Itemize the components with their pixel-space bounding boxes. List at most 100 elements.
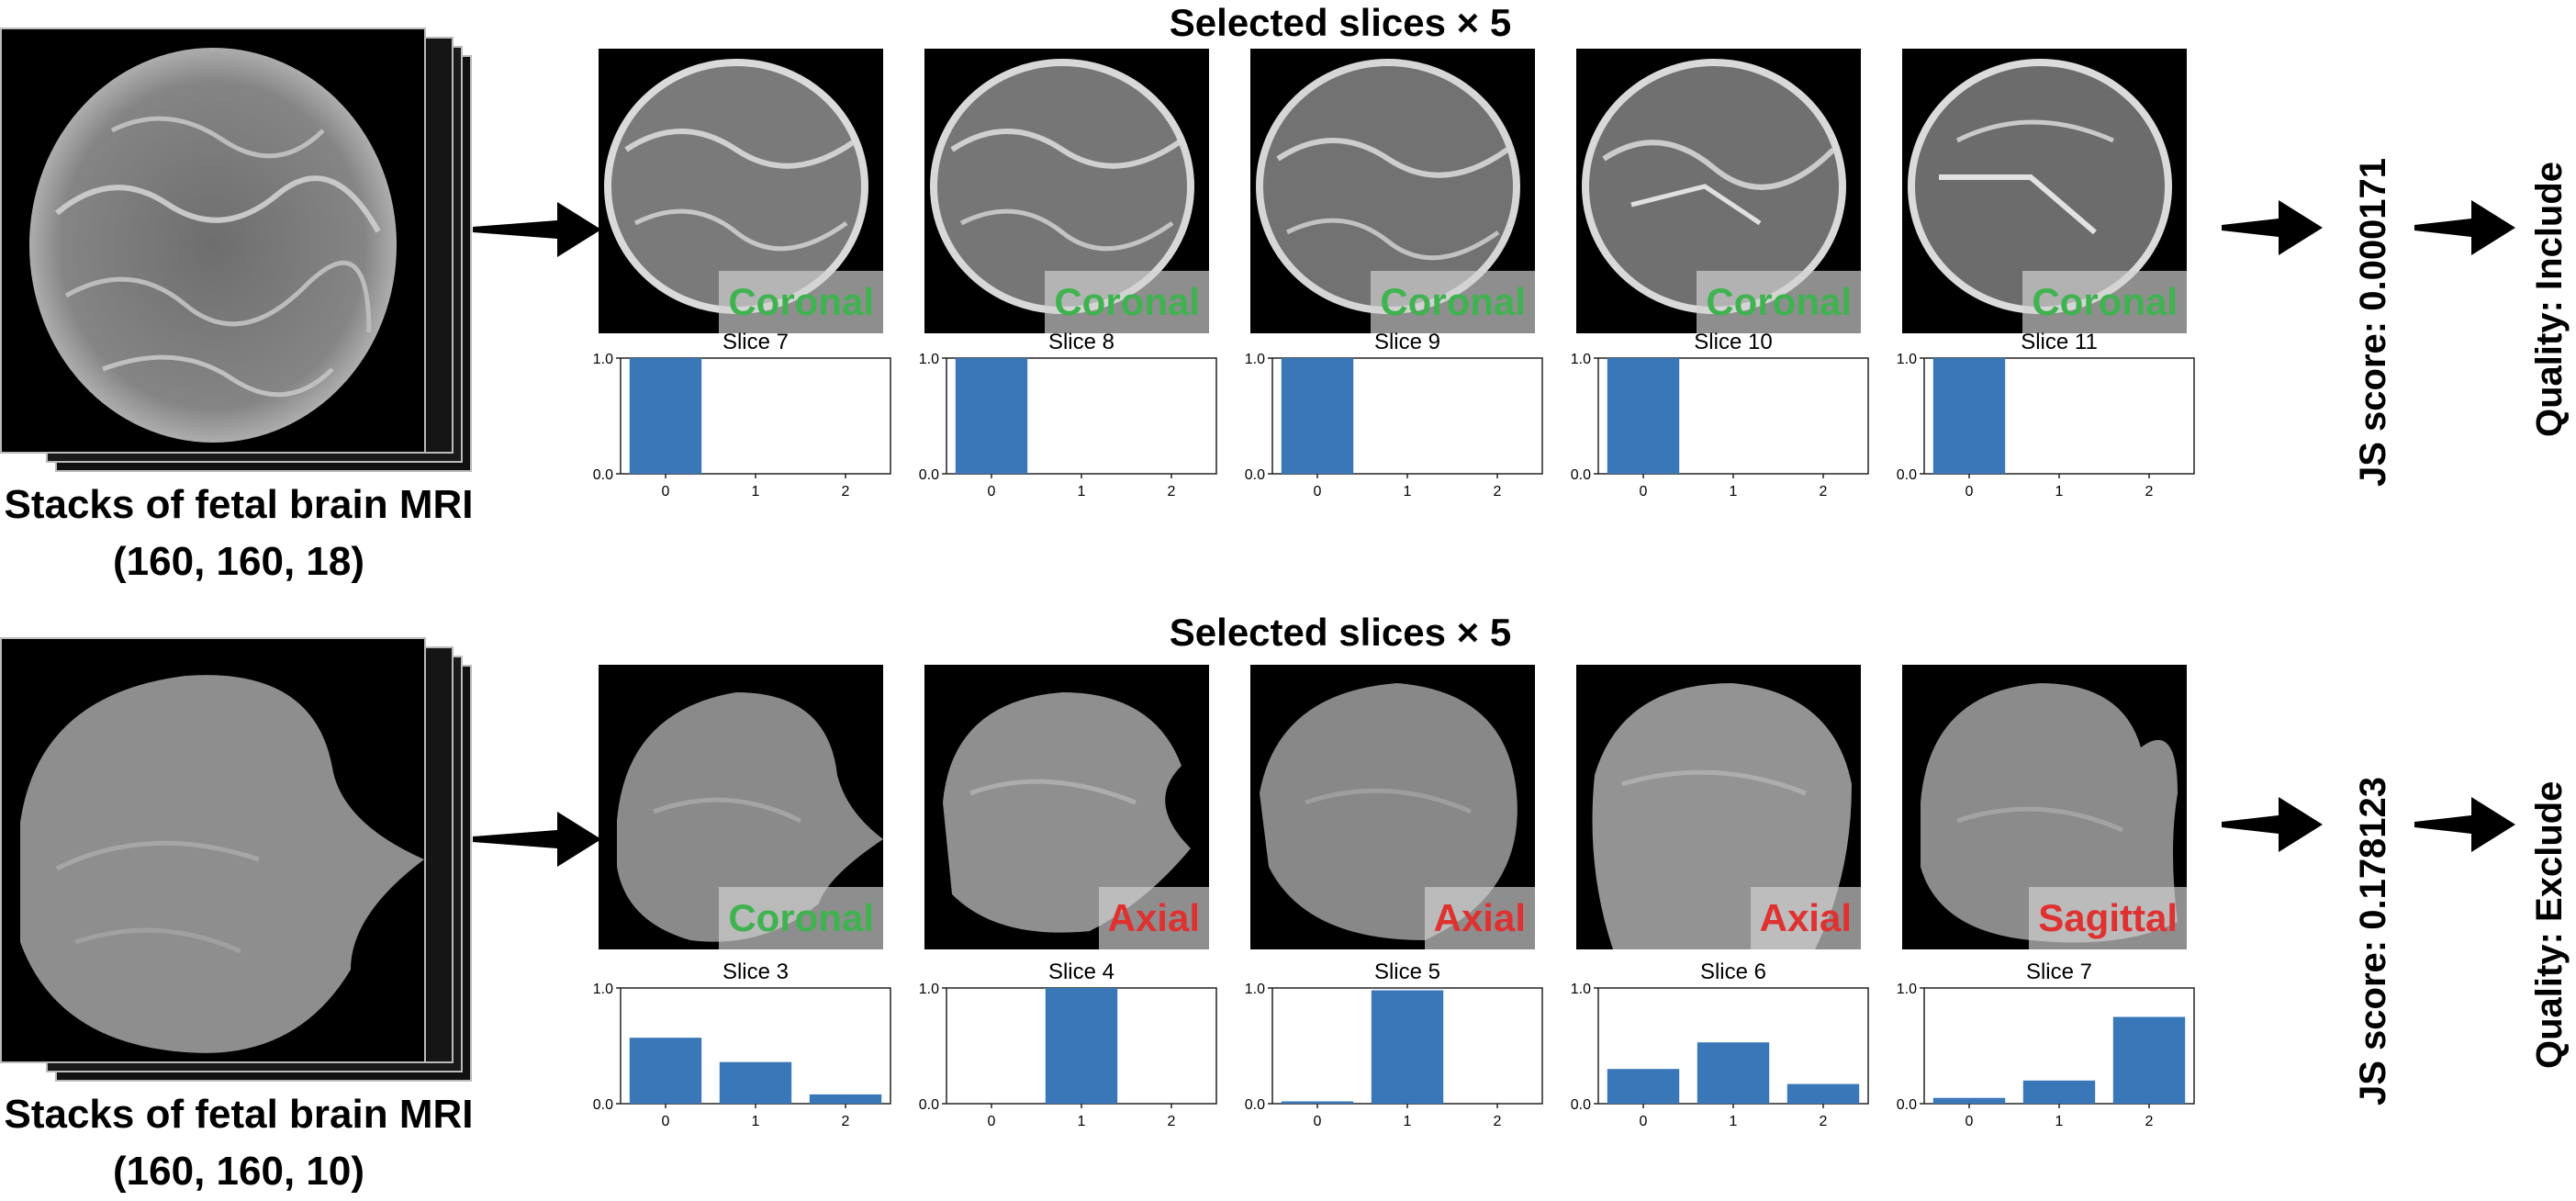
x-tick-label: 0 [988,484,996,499]
slice-image: Coronal [1576,49,1861,333]
prob-bar [1697,1042,1770,1104]
mri-stack [0,637,472,1082]
y-tick-label: 1.0 [1245,352,1265,367]
x-tick-label: 0 [988,1114,996,1129]
stack-label-line1: Stacks of fetal brain MRI [4,482,474,527]
y-tick-label: 1.0 [919,352,939,367]
y-tick-label: 1.0 [593,352,613,367]
quality-value: Include [2529,161,2570,290]
x-tick-label: 0 [662,484,670,499]
prob-bar [1045,988,1118,1104]
x-tick-label: 1 [1078,484,1086,499]
plot-title: Slice 4 [1048,960,1114,984]
prob-bar [629,1038,702,1104]
plot-title: Slice 5 [1374,960,1440,984]
prob-bar [1932,358,2006,474]
stack-label-line1: Stacks of fetal brain MRI [4,1092,474,1137]
quality-prefix: Quality: [2529,289,2570,437]
bar-chart: Slice 9 0.0 1.0 0 1 2 [1245,330,1543,499]
x-tick-label: 0 [1314,484,1322,499]
orientation-label: Coronal [719,271,883,333]
x-tick-label: 1 [1404,484,1412,499]
stack-label-line2: (160, 160, 18) [113,539,364,584]
x-tick-label: 1 [1730,484,1738,499]
y-tick-label: 0.0 [919,467,939,483]
plot-title: Slice 8 [1048,330,1114,354]
js-score-label: JS score: 0.000171 [2353,157,2393,487]
prob-bar-plot: Slice 5 0.0 1.0 0 1 2 [1219,957,1551,1140]
brain-image [1260,683,1518,940]
prob-bar [719,1061,792,1104]
x-tick-label: 2 [1494,484,1502,499]
slice-image: Coronal [1250,49,1535,333]
prob-bar [2112,1016,2186,1104]
bar-chart: Slice 4 0.0 1.0 0 1 2 [919,960,1217,1129]
prob-bar [629,358,702,474]
x-tick-label: 1 [1078,1114,1086,1129]
plot-title: Slice 7 [2026,960,2092,984]
brain-image [617,692,883,942]
orientation-label: Axial [1424,887,1535,949]
plot-title: Slice 11 [2021,330,2098,354]
selected-slices-title: Selected slices × 5 [1169,1,1512,44]
x-tick-label: 0 [1966,484,1974,499]
x-tick-label: 2 [1168,484,1176,499]
bar-chart: Slice 6 0.0 1.0 0 1 2 [1571,960,1869,1129]
x-tick-label: 1 [752,1114,760,1129]
bar-chart: Slice 7 0.0 1.0 0 1 2 [593,330,891,499]
y-tick-label: 0.0 [919,1097,939,1113]
x-tick-label: 2 [842,1114,850,1129]
prob-bar-plot: Slice 6 0.0 1.0 0 1 2 [1545,957,1877,1140]
orientation-label: Coronal [1697,271,1861,333]
arrow-right-icon [2222,200,2323,255]
arrow-right-icon [473,202,601,257]
orientation-label: Coronal [1371,271,1535,333]
y-tick-label: 0.0 [1571,467,1591,483]
mri-stack-front-image [0,637,426,1063]
y-tick-label: 0.0 [593,1097,613,1113]
prob-bar-plot: Slice 7 0.0 1.0 0 1 2 [567,327,900,511]
brain-image [1908,59,2172,314]
js-score-label: JS score: 0.178123 [2353,776,2393,1106]
quality-prefix: Quality: [2529,921,2570,1069]
orientation-label: Axial [1098,887,1209,949]
prob-bar [955,358,1028,474]
x-tick-label: 2 [1820,1114,1828,1129]
arrow-right-icon [2414,797,2515,852]
x-tick-label: 2 [1820,484,1828,499]
x-tick-label: 1 [752,484,760,499]
y-tick-label: 1.0 [1571,352,1591,367]
slice-image: Coronal [924,49,1209,333]
stack-label-line2: (160, 160, 10) [113,1149,364,1194]
x-tick-label: 1 [1404,1114,1412,1129]
orientation-label: Coronal [2022,271,2187,333]
quality-label: Quality: Exclude [2526,781,2572,1069]
plot-title: Slice 10 [1694,330,1772,354]
x-tick-label: 0 [662,1114,670,1129]
bar-chart: Slice 10 0.0 1.0 0 1 2 [1571,330,1869,499]
y-tick-label: 1.0 [1245,982,1265,997]
bar-chart: Slice 8 0.0 1.0 0 1 2 [919,330,1217,499]
orientation-label: Coronal [1045,271,1209,333]
y-tick-label: 0.0 [1245,1097,1265,1113]
brain-image [29,48,397,443]
y-tick-label: 1.0 [1571,982,1591,997]
y-tick-label: 1.0 [1897,982,1917,997]
plot-title: Slice 3 [722,960,789,984]
prob-bar [809,1094,882,1104]
prob-bar [1607,358,1680,474]
orientation-label: Axial [1750,887,1861,949]
slice-image: Axial [1576,665,1861,949]
slice-image: Axial [1250,665,1535,949]
prob-bar [1786,1083,1860,1104]
bar-chart: Slice 11 0.0 1.0 0 1 2 [1897,330,2195,499]
x-tick-label: 0 [1640,484,1648,499]
y-tick-label: 0.0 [1571,1097,1591,1113]
x-tick-label: 2 [1168,1114,1176,1129]
prob-bar-plot: Slice 8 0.0 1.0 0 1 2 [893,327,1226,511]
x-tick-label: 2 [842,484,850,499]
y-tick-label: 1.0 [593,982,613,997]
prob-bar [2022,1080,2096,1104]
prob-bar-plot: Slice 4 0.0 1.0 0 1 2 [893,957,1226,1140]
x-tick-label: 0 [1966,1114,1974,1129]
